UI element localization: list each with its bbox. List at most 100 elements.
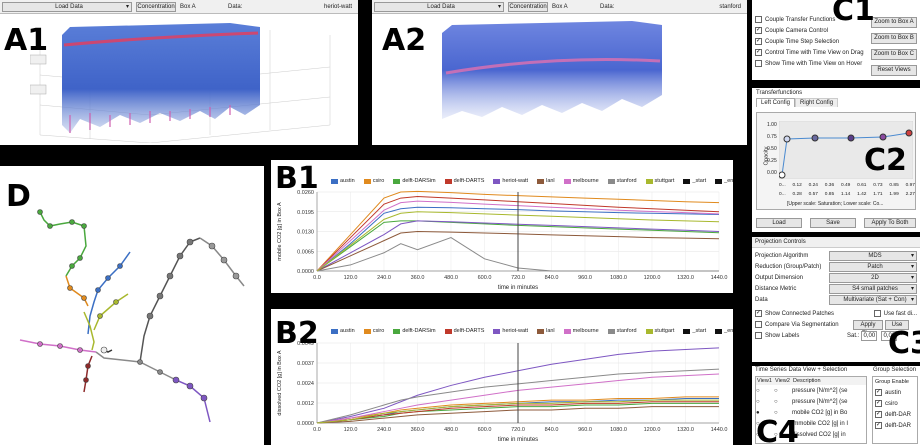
use-fast-check[interactable]: Use fast di... bbox=[873, 308, 917, 319]
group-csiro-check[interactable]: ✓ csiro bbox=[875, 400, 898, 407]
scale-tick: 1.99 bbox=[889, 192, 899, 197]
series-line-heriot-watt[interactable] bbox=[316, 220, 720, 272]
projection-scatter[interactable] bbox=[0, 166, 264, 445]
legend-item-csiro[interactable]: csiro bbox=[363, 178, 384, 184]
ytick: 0.50 bbox=[767, 146, 777, 152]
couple-time-step-check[interactable]: ✓ Couple Time Step Selection bbox=[755, 38, 840, 45]
couple-camera-control-check[interactable]: ✓ Couple Camera Control bbox=[755, 27, 829, 34]
output-dimension-select[interactable]: 2D bbox=[829, 272, 917, 283]
scale-tick: 0.85 bbox=[824, 192, 835, 197]
legend-item-delftDARTS[interactable]: delft-DARTS bbox=[444, 328, 484, 334]
legend-label: stuttgart bbox=[654, 328, 675, 334]
series-line-heriot-watt[interactable] bbox=[316, 347, 720, 424]
legend-item-austin[interactable]: austin bbox=[331, 178, 355, 184]
control-time-drag-check[interactable]: ✓ Control Time with Time View on Drag bbox=[755, 49, 864, 56]
show-labels-check[interactable]: Show Labels bbox=[755, 330, 847, 341]
scale-caption: [Upper scale: Saturation; Lower scale: C… bbox=[787, 201, 884, 207]
series-line-delft-DARSim[interactable] bbox=[316, 220, 720, 272]
load-data-dropdown[interactable]: Load Data bbox=[374, 1, 504, 12]
checkbox-icon bbox=[873, 310, 881, 317]
save-button[interactable]: Save bbox=[810, 218, 856, 228]
series-line-stuttgart[interactable] bbox=[316, 399, 719, 424]
legend-item-melbourne[interactable]: melbourne bbox=[563, 328, 599, 334]
zoom-box-a-button[interactable]: Zoom to Box A bbox=[871, 17, 917, 28]
legend-item-austin[interactable]: austin bbox=[331, 328, 355, 334]
group-delft-darts-check[interactable]: ✓ delft-DAR bbox=[875, 422, 912, 429]
sat-input-2[interactable]: 0,00 bbox=[881, 330, 898, 341]
legend-item-heriotwatt[interactable]: heriot-watt bbox=[493, 178, 528, 184]
panel-c4: Time Series Data View + Selection Group … bbox=[752, 366, 920, 445]
list-item[interactable]: ● ○ mobile CO2 [g] in Bo bbox=[756, 409, 848, 416]
series-line-melbourne[interactable] bbox=[316, 373, 720, 424]
reduction-select[interactable]: Patch bbox=[829, 261, 917, 272]
series-line-stuttgart[interactable] bbox=[316, 211, 720, 272]
compare-segmentation-check[interactable]: Compare Via Segmentation bbox=[755, 319, 851, 330]
series-line-lanl[interactable] bbox=[316, 406, 719, 424]
label-b2: B2 bbox=[275, 316, 319, 351]
series-line-delft-DARTS[interactable] bbox=[316, 401, 719, 424]
group-austin-check[interactable]: ✓ austin bbox=[875, 389, 902, 396]
legend-item-lanl[interactable]: lanl bbox=[537, 328, 555, 334]
x-tick-label: 1440.0 bbox=[711, 427, 728, 433]
legend-swatch bbox=[563, 178, 571, 184]
zoom-box-c-button[interactable]: Zoom to Box C bbox=[871, 49, 917, 60]
legend-label: _start bbox=[692, 328, 707, 334]
sat-input-1[interactable]: 0,00 bbox=[861, 330, 878, 341]
legend-item-delftDARSim[interactable]: delft-DARSim bbox=[393, 328, 436, 334]
data-select[interactable]: Multivariate (Sat + Con) bbox=[829, 294, 917, 305]
ytick: 0.00 bbox=[767, 170, 777, 176]
legend-item-end[interactable]: _end bbox=[715, 328, 733, 334]
list-item[interactable]: ○ ● immobile CO2 [g] in I bbox=[756, 420, 849, 427]
show-connected-patches-check[interactable]: ✓ Show Connected Patches bbox=[755, 310, 835, 317]
load-button[interactable]: Load bbox=[756, 218, 802, 228]
series-line-delft-DARSim[interactable] bbox=[316, 402, 719, 424]
tab-left-config[interactable]: Left Config bbox=[756, 98, 796, 107]
series-line-delft-DARTS[interactable] bbox=[316, 196, 720, 272]
series-line-austin[interactable] bbox=[316, 206, 720, 272]
volume-render-a2[interactable] bbox=[412, 15, 742, 143]
list-item[interactable]: ○ ○ pressure [N/m^2] (se bbox=[756, 387, 848, 394]
legend-item-stanford[interactable]: stanford bbox=[607, 328, 637, 334]
legend-item-stuttgart[interactable]: stuttgart bbox=[645, 328, 675, 334]
volume-render-a1[interactable] bbox=[30, 15, 350, 143]
legend-swatch bbox=[563, 328, 571, 334]
distance-metric-select[interactable]: S4 small patches bbox=[829, 283, 917, 294]
ytick: 0.25 bbox=[767, 158, 777, 164]
series-line-lanl[interactable] bbox=[316, 230, 720, 272]
y-tick-label: 0.0024 bbox=[297, 381, 314, 387]
load-data-dropdown[interactable]: Load Data bbox=[2, 1, 132, 12]
apply-button[interactable]: Apply Th... bbox=[853, 319, 883, 337]
zoom-box-b-button[interactable]: Zoom to Box B bbox=[871, 33, 917, 44]
series-line-stanford[interactable] bbox=[316, 237, 719, 272]
legend-item-csiro[interactable]: csiro bbox=[363, 328, 384, 334]
list-item[interactable]: ○ ○ pressure [N/m^2] (se bbox=[756, 398, 848, 405]
legend-item-start[interactable]: _start bbox=[683, 328, 706, 334]
group-delft-darsim-check[interactable]: ✓ delft-DAR bbox=[875, 411, 912, 418]
col-header: View2 bbox=[775, 378, 790, 384]
apply-to-both-button[interactable]: Apply To Both bbox=[864, 218, 916, 228]
legend-item-stuttgart[interactable]: stuttgart bbox=[645, 178, 674, 184]
projection-algorithm-select[interactable]: MDS bbox=[829, 250, 917, 261]
series-line-csiro[interactable] bbox=[316, 190, 720, 272]
legend-item-start[interactable]: _start bbox=[683, 178, 706, 184]
legend-item-delftDARTS[interactable]: delft-DARTS bbox=[444, 178, 484, 184]
concentration-button[interactable]: Concentration bbox=[508, 1, 548, 12]
legend-item-melbourne[interactable]: melbourne bbox=[563, 178, 599, 184]
legend-item-heriotwatt[interactable]: heriot-watt bbox=[493, 328, 528, 334]
legend-item-end[interactable]: _end bbox=[715, 178, 733, 184]
legend-item-stanford[interactable]: stanford bbox=[607, 178, 637, 184]
reset-views-button[interactable]: Reset Views bbox=[871, 65, 917, 76]
show-time-hover-check[interactable]: Show Time with Time View on Hover bbox=[755, 58, 864, 69]
series-line-stanford[interactable] bbox=[316, 368, 720, 424]
tab-right-config[interactable]: Right Config bbox=[795, 98, 839, 107]
couple-transfer-functions-check[interactable]: Couple Transfer Functions bbox=[755, 14, 864, 25]
list-item[interactable]: ○ ○ dissolved CO2 [g] in bbox=[756, 431, 846, 438]
series-line-melbourne[interactable] bbox=[316, 200, 720, 272]
transfer-function-curve[interactable] bbox=[779, 121, 913, 179]
concentration-button[interactable]: Concentration bbox=[136, 1, 176, 12]
transfer-function-editor[interactable]: Opacity 1.00 0.75 0.50 0.25 0.00 0... 0.1… bbox=[756, 112, 916, 210]
legend-item-lanl[interactable]: lanl bbox=[537, 178, 555, 184]
legend-item-delftDARSim[interactable]: delft-DARSim bbox=[393, 178, 436, 184]
